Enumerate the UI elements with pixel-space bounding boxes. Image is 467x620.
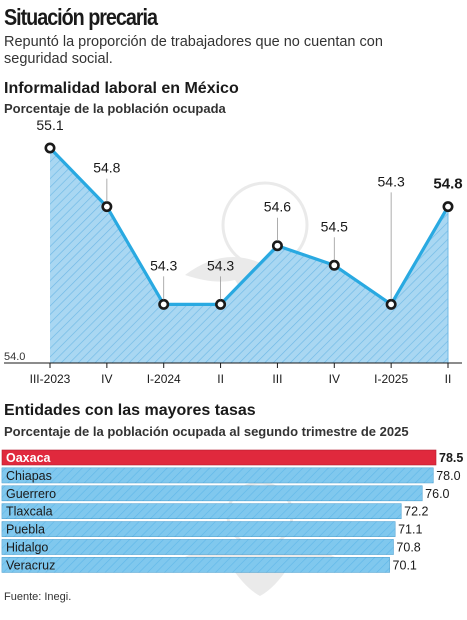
data-point [101, 201, 113, 213]
bar-hatch [2, 467, 434, 483]
bar-category-label: Hidalgo [6, 541, 48, 555]
bar-value-label: 76.0 [425, 487, 449, 501]
data-label: 54.6 [264, 199, 291, 215]
source-note: Fuente: Inegi. [4, 591, 72, 603]
chart2-subtitle: Porcentaje de la población ocupada al se… [4, 424, 409, 439]
bar-hatch [2, 557, 390, 573]
x-tick-label: II [445, 372, 452, 386]
states-bar-chart: Oaxaca 78.5 Chiapas 78.0 Guerrero 76.0 Tlaxcal… [1, 449, 463, 573]
data-point [328, 259, 340, 271]
bar-value-label: 70.8 [396, 541, 420, 555]
x-tick-label: I-2025 [374, 372, 408, 386]
data-label: 54.3 [378, 173, 405, 189]
bar-hatch [2, 539, 394, 555]
data-label: 54.3 [150, 257, 177, 273]
bar-value-label: 70.1 [393, 558, 417, 572]
bar-category-label: Puebla [6, 523, 45, 537]
chart1-subtitle: Porcentaje de la población ocupada [4, 101, 226, 116]
x-tick-label: IV [101, 372, 112, 386]
data-label: 54.5 [321, 218, 348, 234]
data-label: 54.3 [207, 257, 234, 273]
bar-category-label: Tlaxcala [6, 505, 53, 519]
bar [1, 449, 437, 466]
chart2-title: Entidades con las mayores tasas [4, 402, 256, 419]
x-tick-label: I-2024 [147, 372, 181, 386]
bar-category-label: Guerrero [6, 487, 56, 501]
data-label: 54.8 [433, 176, 462, 193]
bar-value-label: 72.2 [404, 505, 428, 519]
chart1-title: Informalidad laboral en México [4, 80, 239, 97]
page-subtitle: Repuntó la proporción de trabajadores qu… [4, 34, 383, 67]
data-label: 55.1 [36, 118, 63, 133]
informality-area-chart: 54.0 55.1 54.8 54.3 54.3 54.6 54.5 54.3 54.8 II… [4, 118, 463, 386]
series-line [48, 146, 450, 306]
bar-value-label: 78.0 [436, 469, 460, 483]
bar-hatch [2, 503, 402, 519]
x-tick-label: II [217, 372, 224, 386]
x-tick-label: III-2023 [30, 372, 71, 386]
bar-hatch [2, 485, 423, 501]
bar-value-label: 78.5 [439, 451, 463, 465]
data-point [385, 298, 397, 310]
data-point [158, 298, 170, 310]
data-point [271, 240, 283, 252]
y-min-label: 54.0 [4, 351, 25, 363]
x-tick-label: III [272, 372, 282, 386]
area-fill [50, 148, 448, 363]
data-label: 54.8 [93, 160, 120, 176]
data-point [215, 298, 227, 310]
page-title: Situación precaria [4, 4, 158, 30]
data-point [442, 201, 454, 213]
x-tick-label: IV [329, 372, 340, 386]
bar-hatch [2, 521, 396, 537]
bar-category-label: Veracruz [6, 558, 55, 572]
bar-category-label: Oaxaca [6, 451, 52, 465]
bar-category-label: Chiapas [6, 469, 52, 483]
bar-value-label: 71.1 [398, 523, 422, 537]
data-point [44, 142, 56, 154]
